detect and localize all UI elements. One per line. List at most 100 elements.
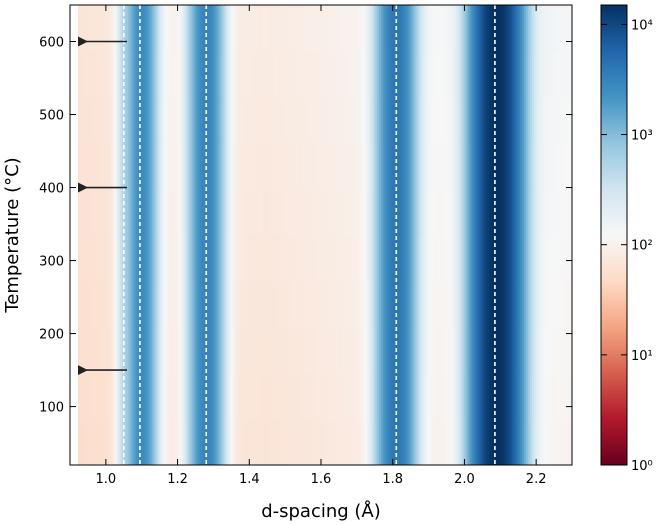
- heatmap-cell: [106, 5, 109, 52]
- heatmap-cell: [218, 5, 222, 52]
- heatmap-cell: [308, 235, 312, 282]
- heatmap-cell: [449, 419, 453, 465]
- heatmap-cell: [302, 5, 306, 52]
- heatmap-cell: [230, 373, 234, 420]
- heatmap-cell: [196, 51, 200, 98]
- heatmap-cell: [156, 235, 159, 282]
- heatmap-cell: [341, 373, 344, 420]
- heatmap-cell: [349, 281, 352, 328]
- heatmap-cell: [260, 143, 264, 190]
- heatmap-cell: [477, 189, 481, 236]
- heatmap-cell: [292, 373, 296, 420]
- heatmap-cell: [511, 189, 515, 236]
- heatmap-cell: [100, 189, 103, 236]
- heatmap-cell: [467, 373, 471, 420]
- heatmap-cell: [385, 235, 388, 282]
- heatmap-cell: [435, 235, 439, 282]
- heatmap-cell: [194, 235, 198, 282]
- heatmap-cell: [94, 373, 97, 420]
- heatmap-cell: [182, 97, 186, 144]
- heatmap-cell: [230, 281, 234, 328]
- heatmap-cell: [455, 235, 459, 282]
- heatmap-cell: [216, 281, 220, 328]
- heatmap-cell: [507, 419, 511, 465]
- heatmap-cell: [501, 189, 505, 236]
- heatmap-cell: [298, 143, 302, 190]
- heatmap-cell: [244, 143, 248, 190]
- heatmap-cell: [248, 235, 252, 282]
- heatmap-cell: [537, 281, 541, 328]
- heatmap-cell: [236, 143, 240, 190]
- heatmap-cell: [385, 5, 388, 52]
- heatmap-cell: [80, 235, 83, 282]
- heatmap-cell: [250, 189, 254, 236]
- heatmap-cell: [503, 327, 507, 374]
- heatmap-cell: [182, 51, 186, 98]
- heatmap-cell: [98, 327, 101, 374]
- heatmap-cell: [521, 419, 525, 465]
- heatmap-cell: [469, 419, 473, 465]
- heatmap-cell: [302, 189, 306, 236]
- heatmap-cell: [411, 97, 414, 144]
- heatmap-cell: [248, 189, 252, 236]
- heatmap-cell: [535, 327, 539, 374]
- heatmap-cell: [401, 419, 404, 465]
- heatmap-cell: [202, 51, 206, 98]
- heatmap-cell: [182, 235, 186, 282]
- heatmap-cell: [106, 281, 109, 328]
- heatmap-cell: [461, 51, 465, 98]
- heatmap-cell: [280, 51, 284, 98]
- heatmap-cell: [238, 327, 242, 374]
- heatmap-cell: [399, 51, 402, 98]
- heatmap-cell: [166, 419, 169, 465]
- heatmap-cell: [236, 281, 240, 328]
- heatmap-cell: [513, 327, 517, 374]
- heatmap-cell: [272, 235, 276, 282]
- heatmap-cell: [491, 143, 495, 190]
- heatmap-cell: [437, 235, 441, 282]
- heatmap-cell: [373, 235, 376, 282]
- heatmap-cell: [529, 419, 533, 465]
- heatmap-cell: [359, 189, 362, 236]
- heatmap-cell: [543, 97, 547, 144]
- heatmap-cell: [457, 235, 461, 282]
- heatmap-cell: [124, 235, 127, 282]
- heatmap-cell: [375, 5, 378, 52]
- heatmap-cell: [150, 97, 153, 144]
- heatmap-cell: [86, 97, 89, 144]
- heatmap-cell: [208, 97, 212, 144]
- heatmap-cell: [347, 143, 350, 190]
- heatmap-cell: [347, 281, 350, 328]
- heatmap-cell: [437, 143, 441, 190]
- heatmap-cell: [222, 143, 226, 190]
- heatmap-cell: [78, 281, 81, 328]
- heatmap-cell: [545, 373, 549, 420]
- heatmap-cell: [463, 5, 467, 52]
- heatmap-cell: [431, 281, 435, 328]
- heatmap-cell: [212, 235, 216, 282]
- heatmap-cell: [254, 281, 258, 328]
- heatmap-cell: [423, 51, 427, 98]
- heatmap-cell: [72, 281, 75, 328]
- heatmap-cell: [190, 419, 194, 465]
- heatmap-cell: [569, 281, 572, 328]
- heatmap-cell: [142, 281, 145, 328]
- heatmap-cell: [74, 5, 77, 52]
- heatmap-cell: [164, 235, 167, 282]
- heatmap-cell: [264, 97, 268, 144]
- heatmap-cell: [395, 189, 398, 236]
- heatmap-cell: [509, 419, 513, 465]
- heatmap-cell: [417, 189, 420, 236]
- heatmap-cell: [304, 143, 308, 190]
- heatmap-cell: [160, 97, 163, 144]
- heatmap-cell: [331, 327, 334, 374]
- heatmap-cell: [132, 5, 135, 52]
- heatmap-cell: [397, 327, 400, 374]
- heatmap-cell: [214, 327, 218, 374]
- heatmap-cell: [98, 235, 101, 282]
- heatmap-cell: [248, 327, 252, 374]
- heatmap-cell: [126, 97, 129, 144]
- heatmap-cell: [331, 143, 334, 190]
- heatmap-cell: [409, 235, 412, 282]
- heatmap-cell: [256, 281, 260, 328]
